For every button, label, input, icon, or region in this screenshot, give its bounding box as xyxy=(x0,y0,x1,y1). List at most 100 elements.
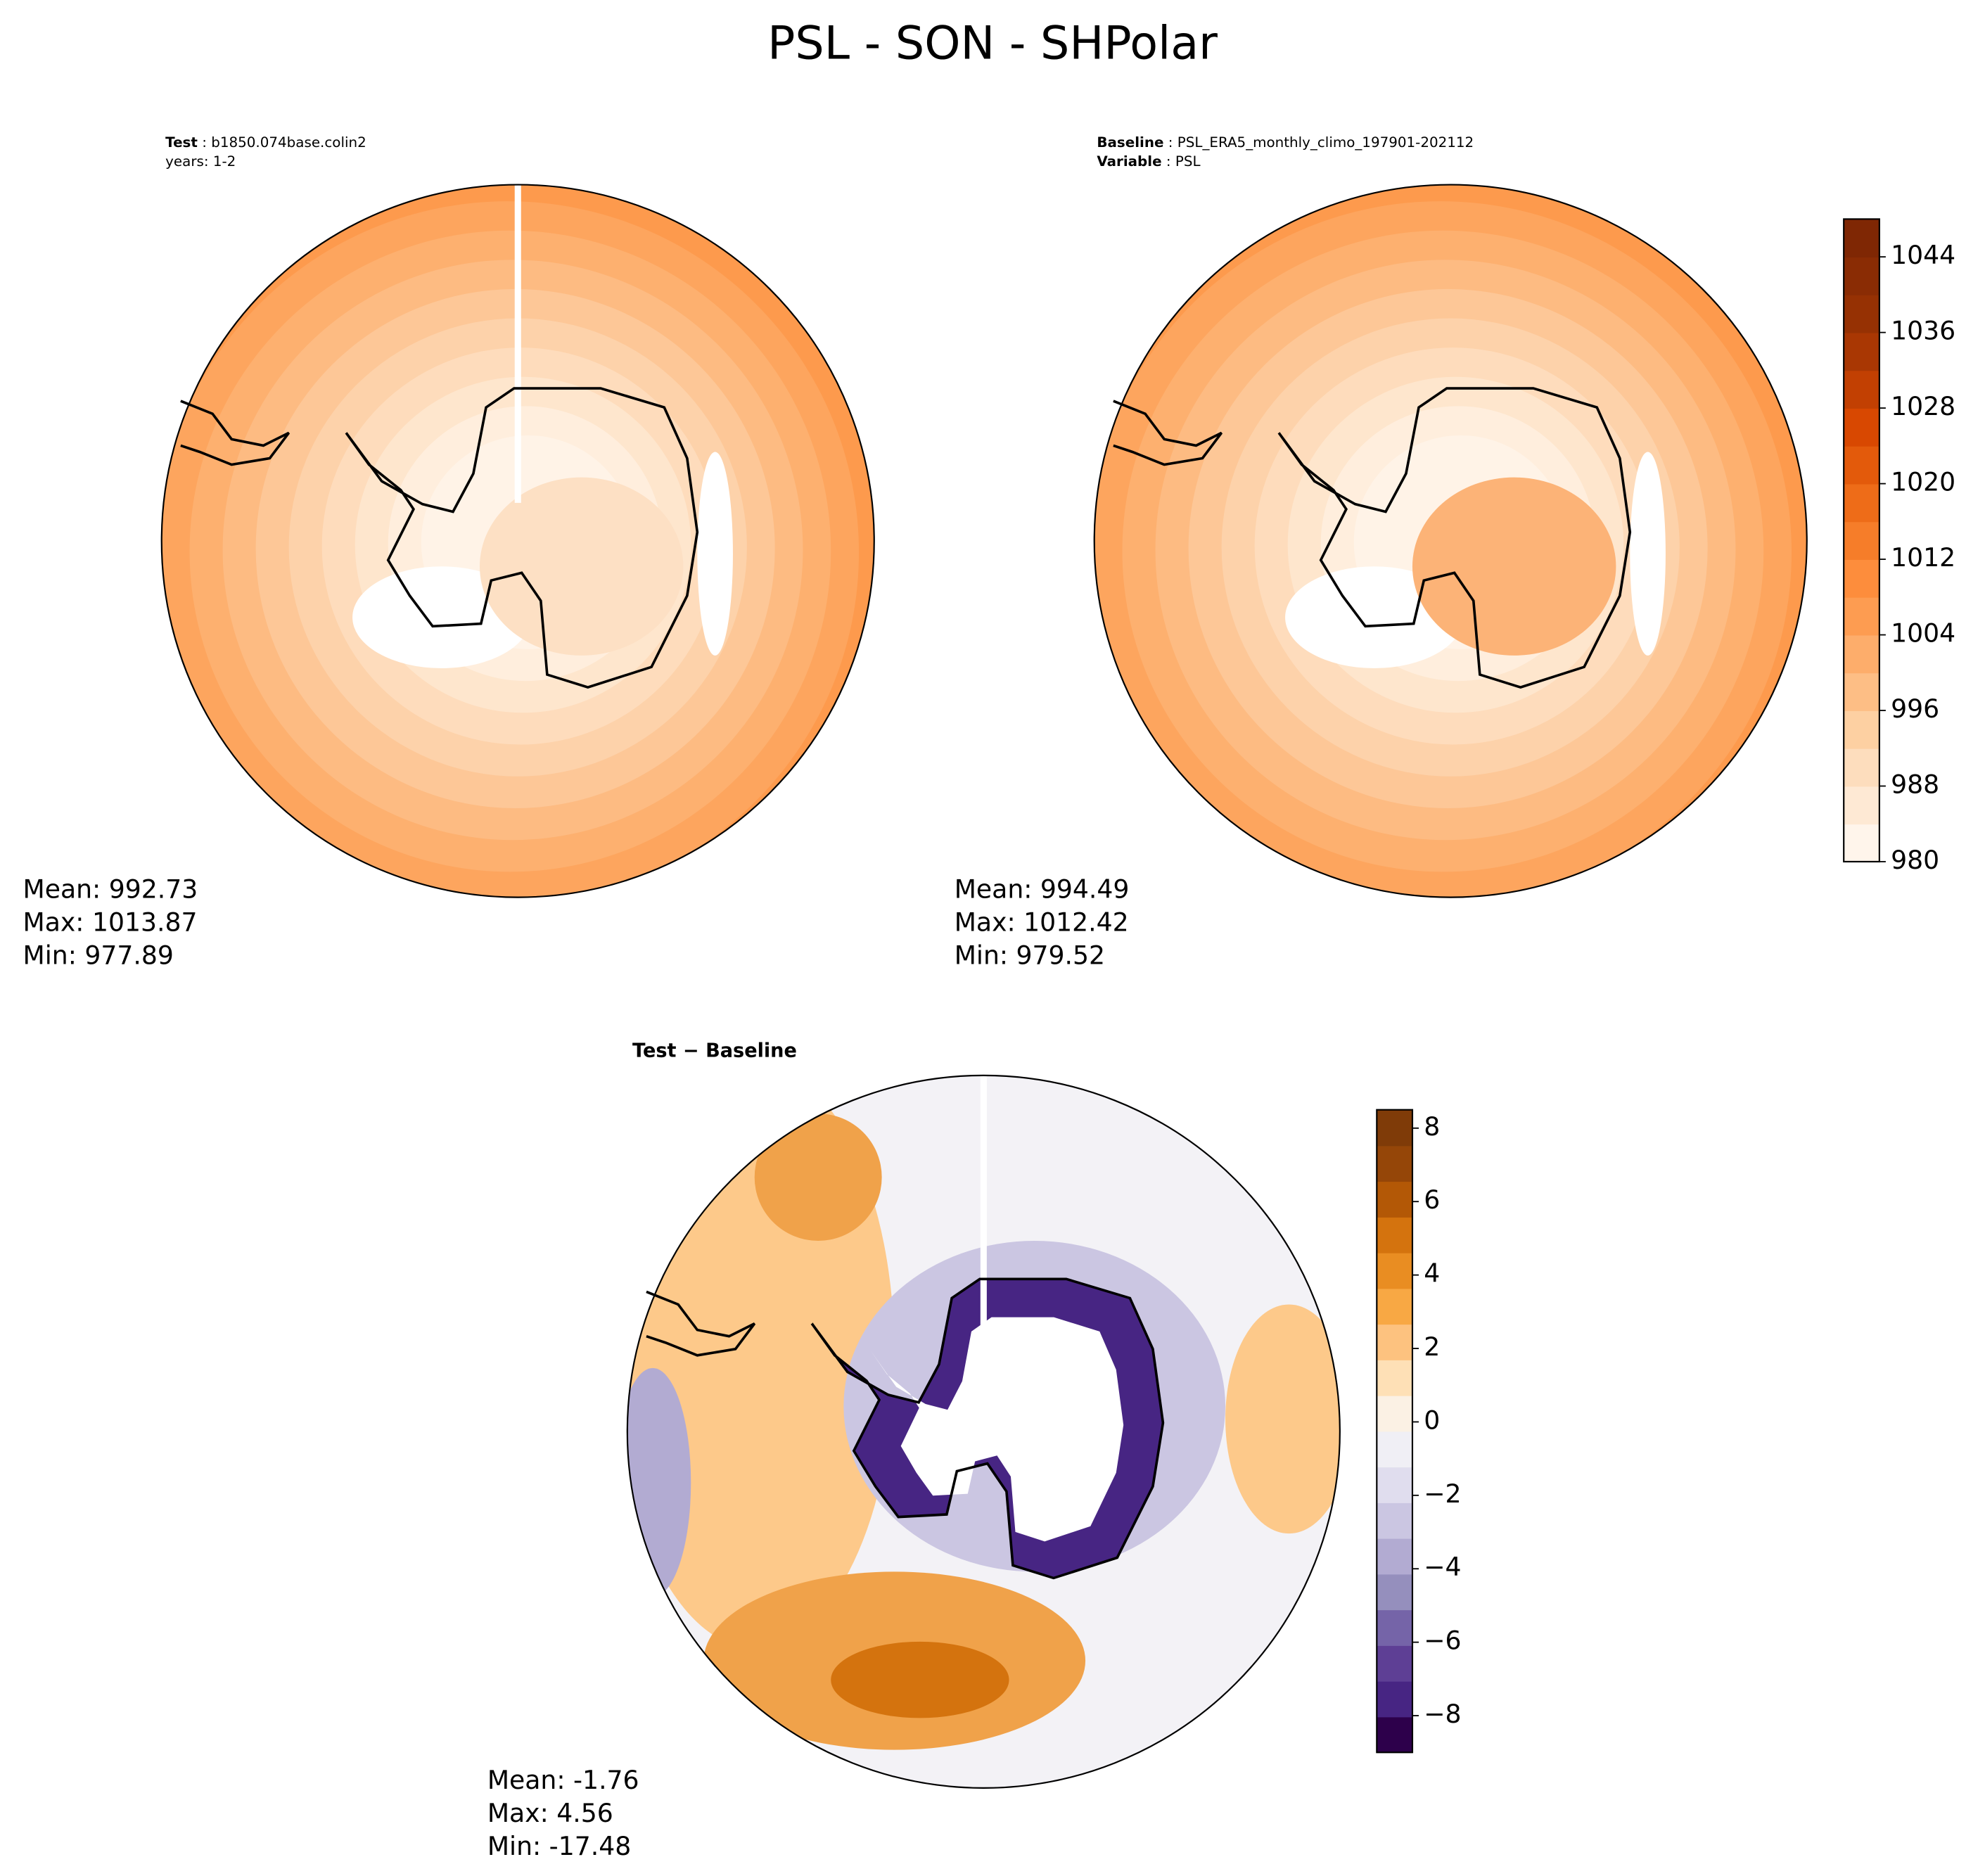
colorbar-segment xyxy=(1377,1145,1412,1182)
stat-text: Max: 1012.42 xyxy=(955,907,1129,938)
colorbar-segment xyxy=(1844,294,1879,333)
colorbar-segment xyxy=(1844,219,1879,258)
colorbar-segment xyxy=(1377,1181,1412,1218)
colorbar-tick-label: 2 xyxy=(1424,1332,1440,1362)
colorbar-segment xyxy=(1844,408,1879,447)
colorbar-tick-label: 1020 xyxy=(1891,467,1955,497)
colorbar-segment xyxy=(1844,672,1879,711)
colorbar-tick-label: −4 xyxy=(1424,1552,1461,1582)
contour-band xyxy=(479,477,684,656)
colorbar-tick-label: 1036 xyxy=(1891,316,1955,346)
colorbar-tick-label: 6 xyxy=(1424,1185,1440,1215)
colorbar-tick-label: 1004 xyxy=(1891,618,1955,649)
colorbar-frame xyxy=(1376,1109,1414,1754)
colorbar-segment xyxy=(1844,824,1879,862)
header-key: Test − Baseline xyxy=(632,1040,797,1061)
colorbar-tick-label: 1044 xyxy=(1891,240,1955,270)
colorbar-tick-label: 980 xyxy=(1891,845,1939,875)
contour-band xyxy=(754,1114,882,1242)
colorbar: −8 −6 −4 −2 0 2 4 6 8 xyxy=(1376,1109,1462,1754)
colorbar-segment xyxy=(1377,1538,1412,1575)
colorbar-segment xyxy=(1377,1288,1412,1325)
anomaly-region xyxy=(870,1317,1124,1542)
colorbar-segment xyxy=(1844,521,1879,560)
map-field xyxy=(627,1075,1340,1788)
colorbar-segment xyxy=(1844,748,1879,787)
colorbar-segment xyxy=(1844,786,1879,825)
header-key: Test xyxy=(165,134,198,150)
coastline xyxy=(345,387,699,689)
coastline xyxy=(1113,400,1223,466)
stat-text: Min: 979.52 xyxy=(955,940,1105,971)
colorbar-segment xyxy=(1844,370,1879,409)
colorbar-tick-label: 988 xyxy=(1891,769,1939,799)
colorbar-segment xyxy=(1377,1216,1412,1253)
colorbar-segment xyxy=(1377,1395,1412,1432)
colorbar-segment xyxy=(1377,1109,1412,1147)
colorbar-tick-label: −8 xyxy=(1424,1699,1461,1729)
stat-text: Mean: 992.73 xyxy=(23,874,198,905)
colorbar-tick-label: 996 xyxy=(1891,694,1939,724)
colorbar-segment xyxy=(1377,1680,1412,1718)
colorbar-tick-label: 4 xyxy=(1424,1258,1440,1289)
figure-title: PSL - SON - SHPolar xyxy=(767,17,1218,70)
map-boundary xyxy=(160,184,875,898)
colorbar-segment xyxy=(1377,1502,1412,1539)
colorbar-segment xyxy=(1377,1431,1412,1468)
colorbar-tick-label: 8 xyxy=(1424,1111,1440,1142)
colorbar-segment xyxy=(1377,1609,1412,1646)
colorbar-segment xyxy=(1844,257,1879,295)
colorbar-segment xyxy=(1377,1574,1412,1611)
colorbar-segment xyxy=(1377,1645,1412,1682)
colorbar-segment xyxy=(1844,634,1879,674)
colorbar-frame xyxy=(1843,218,1880,863)
contour-band xyxy=(1225,1304,1340,1534)
stat-text: Min: 977.89 xyxy=(23,940,174,971)
panel-header: Test − Baseline xyxy=(632,1040,797,1061)
panel-header: Baseline : PSL_ERA5_monthly_climo_197901… xyxy=(1097,134,1474,150)
stat-text: Max: 4.56 xyxy=(487,1798,613,1828)
contour-band xyxy=(697,452,733,656)
colorbar-segment xyxy=(1377,1359,1412,1396)
header-key: Variable xyxy=(1097,153,1161,170)
stat-text: Mean: -1.76 xyxy=(487,1765,639,1795)
header-value: : PSL xyxy=(1162,153,1201,170)
colorbar-segment xyxy=(1377,1324,1412,1360)
header-value: : PSL_ERA5_monthly_climo_197901-202112 xyxy=(1163,134,1474,150)
contour-band xyxy=(831,1641,1009,1718)
colorbar-segment xyxy=(1377,1252,1412,1289)
colorbar-segment xyxy=(1844,596,1879,636)
map-panel: Baseline : PSL_ERA5_monthly_climo_197901… xyxy=(955,134,1808,971)
colorbar-tick-label: 0 xyxy=(1424,1405,1440,1435)
stat-text: Mean: 994.49 xyxy=(955,874,1130,905)
colorbar: 980 988 996 1004 1012 1020 1028 1036 1044 xyxy=(1843,218,1955,875)
colorbar-segment xyxy=(1844,332,1879,371)
colorbar-tick-label: 1012 xyxy=(1891,542,1955,573)
colorbar-segment xyxy=(1377,1716,1412,1754)
colorbar-segment xyxy=(1844,483,1879,523)
header-key: Baseline xyxy=(1097,134,1163,150)
colorbar-segment xyxy=(1844,559,1879,598)
header-value: years: 1-2 xyxy=(165,153,236,170)
panel-header: Variable : PSL xyxy=(1097,153,1200,170)
colorbar-tick-label: 1028 xyxy=(1891,391,1955,421)
coastline xyxy=(810,1277,1165,1580)
panel-header: Test : b1850.074base.colin2 xyxy=(165,134,366,150)
map-boundary xyxy=(1093,184,1808,898)
coastline xyxy=(180,400,291,466)
colorbar-tick-label: −2 xyxy=(1424,1479,1461,1509)
colorbar-segment xyxy=(1844,445,1879,485)
coastline xyxy=(646,1290,756,1357)
header-value: : b1850.074base.colin2 xyxy=(198,134,366,150)
map-panel: Test : b1850.074base.colin2 years: 1-2 Mea… xyxy=(23,134,875,971)
coastline xyxy=(1277,387,1632,689)
stat-text: Max: 1013.87 xyxy=(23,907,198,938)
map-field xyxy=(1094,184,1807,898)
colorbar-segment xyxy=(1844,710,1879,749)
contour-band xyxy=(1630,452,1666,656)
map-boundary xyxy=(626,1074,1341,1789)
map-field xyxy=(161,184,874,898)
